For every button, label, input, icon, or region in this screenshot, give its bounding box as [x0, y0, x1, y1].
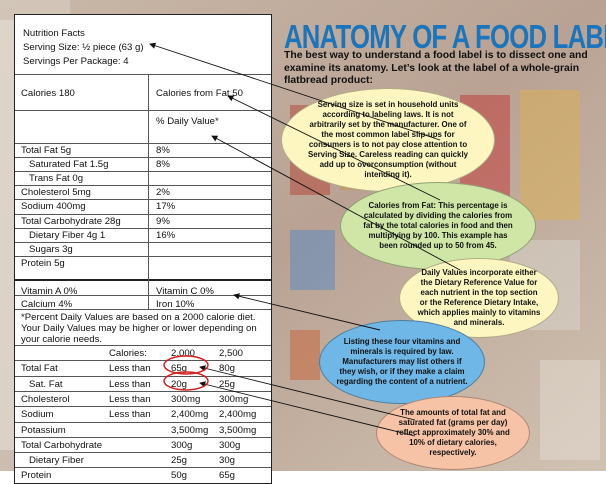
reference-cell: Total Carbohydrate	[21, 439, 103, 451]
nutrient-name: Sugars 3g	[29, 243, 73, 255]
callout-serving-size: Serving size is set in household units a…	[281, 88, 495, 192]
reference-cell: 2,000	[171, 348, 196, 359]
nutrient-name: Total Carbohydrate 28g	[21, 215, 121, 227]
nutrient-name: Saturated Fat 1.5g	[29, 159, 109, 171]
nutrient-row: Total Carbohydrate 28g 9%	[15, 213, 271, 227]
nutrient-dv: 2%	[156, 187, 170, 199]
nutrient-dv: 17%	[156, 201, 176, 213]
nutrient-name: Dietary Fiber 4g 1	[29, 229, 106, 241]
callout-fat-amounts: The amounts of total fat and saturated f…	[376, 396, 530, 470]
intro-text: The best way to understand a food label …	[284, 50, 588, 86]
column-divider	[148, 74, 149, 284]
nutrition-facts-label: Nutrition Facts Serving Size: ½ piece (6…	[14, 14, 272, 484]
reference-cell: Less than	[109, 409, 151, 421]
reference-cell: 300mg	[219, 393, 249, 405]
reference-cell: 2,500	[219, 348, 244, 359]
reference-cell: Less than	[109, 393, 151, 405]
reference-cell: 65g	[171, 363, 188, 375]
reference-row: Potassium 3,500mg 3,500mg	[15, 421, 271, 436]
vitamin-a: Vitamin A 0%	[21, 286, 78, 297]
nutrient-dv: 16%	[156, 229, 176, 241]
callout-calories-from-fat: Calories from Fat: This percentage is ca…	[340, 182, 536, 270]
nutrient-row: Sodium 400mg 17%	[15, 199, 271, 212]
reference-row: Sat. Fat Less than 20g 25g	[15, 375, 271, 390]
reference-row: Sodium Less than 2,400mg 2,400mg	[15, 406, 271, 420]
reference-cell: Sat. Fat	[29, 378, 63, 390]
calories-from-fat: Calories from Fat 50	[156, 88, 243, 99]
reference-row: Protein 50g 65g	[15, 467, 271, 481]
nutrient-row: Protein 5g	[15, 255, 271, 269]
reference-cell: 2,400mg	[219, 409, 257, 421]
serving-size: Serving Size: ½ piece (63 g)	[23, 42, 144, 53]
iron: Iron 10%	[156, 299, 195, 310]
reference-header-row: Calories: 2,000 2,500	[15, 345, 271, 359]
nutrient-name: Total Fat 5g	[21, 145, 72, 156]
reference-cell: 30g	[219, 455, 236, 467]
reference-cell: Sodium	[21, 409, 54, 421]
reference-row: Total Fat Less than 65g 80g	[15, 360, 271, 374]
reference-cell: 300mg	[171, 393, 201, 405]
servings-per-package: Servings Per Package: 4	[23, 56, 129, 67]
nutrient-dv: 8%	[156, 159, 170, 171]
reference-cell: 2,400mg	[171, 409, 209, 421]
reference-row: Total Carbohydrate 300g 300g	[15, 436, 271, 451]
label-title: Nutrition Facts	[23, 28, 85, 39]
reference-row: Dietary Fiber 25g 30g	[15, 452, 271, 466]
reference-cell: Dietary Fiber	[29, 455, 84, 467]
vitamin-c: Vitamin C 0%	[156, 286, 214, 297]
nutrient-name: Protein 5g	[21, 257, 65, 269]
reference-cell: 300g	[219, 439, 241, 451]
nutrient-row: Dietary Fiber 4g 1 16%	[15, 227, 271, 241]
reference-cell: 80g	[219, 363, 236, 375]
reference-cell: 25g	[219, 378, 236, 390]
dv-header-row: % Daily Value*	[15, 110, 271, 127]
footnote: *Percent Daily Values are based on a 200…	[21, 312, 257, 345]
calories-row: Calories 180 Calories from Fat 50	[15, 74, 271, 133]
reference-cell: 300g	[171, 439, 193, 451]
calcium: Calcium 4%	[21, 299, 73, 310]
nutrient-row: Saturated Fat 1.5g 8%	[15, 157, 271, 170]
reference-cell: Potassium	[21, 424, 66, 436]
reference-cell: Less than	[109, 363, 151, 375]
vitamin-column-divider	[148, 279, 149, 309]
callout-vitamins-minerals: Listing these four vitamins and minerals…	[319, 320, 485, 404]
reference-cell: 3,500mg	[219, 424, 257, 436]
nutrient-name: Sodium 400mg	[21, 201, 86, 213]
reference-cell: Total Fat	[21, 363, 58, 375]
nutrient-row: Total Fat 5g 8%	[15, 143, 271, 156]
footnote-row: *Percent Daily Values are based on a 200…	[15, 309, 271, 350]
reference-cell: 3,500mg	[171, 424, 209, 436]
nutrient-name: Cholesterol 5mg	[21, 187, 91, 199]
reference-cell: 50g	[171, 470, 188, 482]
reference-cell: Less than	[109, 378, 151, 390]
nutrient-dv: 8%	[156, 145, 170, 156]
nutrient-dv: 9%	[156, 215, 170, 227]
reference-cell: Protein	[21, 470, 52, 482]
vitamin-row: Vitamin A 0% Vitamin C 0%	[15, 279, 271, 297]
reference-cell: 25g	[171, 455, 188, 467]
nutrient-name: Trans Fat 0g	[29, 173, 84, 185]
reference-row: Cholesterol Less than 300mg 300mg	[15, 390, 271, 405]
nutrient-row: Sugars 3g	[15, 241, 271, 255]
calories: Calories 180	[21, 88, 75, 99]
nutrient-row: Trans Fat 0g	[15, 171, 271, 184]
reference-cell: Calories:	[109, 348, 147, 359]
reference-cell: 65g	[219, 470, 236, 482]
percent-daily-value-header: % Daily Value*	[156, 116, 219, 127]
mineral-row: Calcium 4% Iron 10%	[15, 295, 271, 310]
nutrient-row: Cholesterol 5mg 2%	[15, 185, 271, 198]
reference-cell: 20g	[171, 378, 188, 390]
reference-cell: Cholesterol	[21, 393, 70, 405]
